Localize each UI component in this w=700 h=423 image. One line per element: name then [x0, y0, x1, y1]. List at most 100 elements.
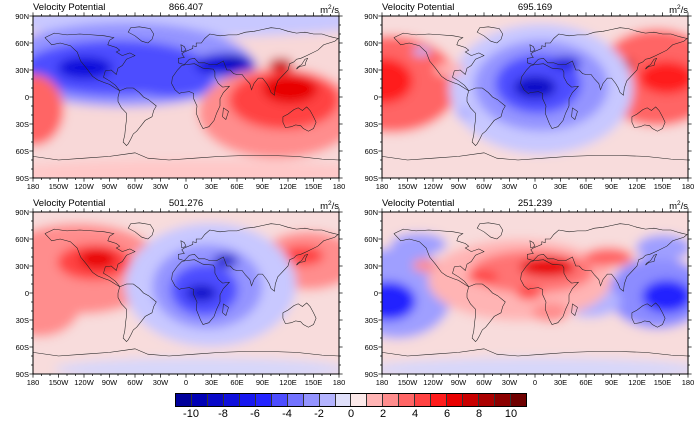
- x-tick-label: 60E: [579, 182, 593, 191]
- colorbar-cell: [271, 394, 288, 406]
- colorbar-tick-label: -10: [183, 408, 199, 420]
- coastlines: [33, 222, 339, 357]
- colorbar-tick-label: -6: [250, 408, 260, 420]
- x-tick-label: 30E: [553, 182, 568, 191]
- contour-map-svg: [378, 12, 692, 182]
- x-tick-label: 30E: [553, 378, 568, 387]
- y-tick-label: 30N: [364, 66, 378, 75]
- y-tick-label: 90S: [15, 370, 29, 379]
- colorbar-cell: [415, 394, 432, 406]
- contour-map-svg: [29, 12, 343, 182]
- colorbar-tick-label: -8: [218, 408, 228, 420]
- colorbar-cell: [479, 394, 496, 406]
- y-tick-label: 90N: [15, 208, 29, 217]
- colorbar-cell: [191, 394, 208, 406]
- x-tick-label: 150E: [304, 378, 323, 387]
- y-tick-label: 90S: [364, 370, 378, 379]
- colorbar-cell: [463, 394, 480, 406]
- y-tick-label: 90N: [364, 12, 378, 21]
- x-tick-label: 90E: [604, 378, 619, 387]
- panel-units: m2/s: [669, 200, 688, 213]
- x-tick-label: 60W: [476, 182, 492, 191]
- x-tick-label: 60E: [230, 378, 244, 387]
- colorbar-tick-label: 0: [347, 408, 355, 420]
- colorbar-cell: [207, 394, 224, 406]
- x-tick-label: 60E: [230, 182, 244, 191]
- x-tick-label: 150W: [397, 182, 418, 191]
- panel-title: Velocity Potential: [33, 2, 106, 13]
- colorbar-cell: [351, 394, 368, 406]
- y-tick-label: 30N: [15, 66, 29, 75]
- coastlines: [33, 26, 339, 161]
- panel-level: 695.169: [517, 2, 553, 13]
- x-tick-label: 150W: [48, 378, 69, 387]
- colorbar-cell: [239, 394, 256, 406]
- x-tick-label: 120E: [279, 182, 297, 191]
- x-tick-label: 60W: [127, 378, 143, 387]
- colorbar-cell: [447, 394, 464, 406]
- x-tick-label: 60W: [476, 378, 492, 387]
- colorbar-tick-label: 2: [379, 408, 387, 420]
- y-tick-label: 30S: [15, 316, 29, 325]
- y-tick-label: 90N: [364, 208, 378, 217]
- colorbar-tick-label: 6: [443, 408, 451, 420]
- panel-title: Velocity Potential: [33, 198, 106, 209]
- colorbar-cell: [367, 394, 384, 406]
- y-tick-label: 60S: [364, 343, 378, 352]
- colorbar-cell: [255, 394, 272, 406]
- y-tick-label: 30S: [364, 316, 378, 325]
- panel-units: m2/s: [669, 4, 688, 17]
- x-tick-label: 90E: [255, 378, 270, 387]
- x-tick-label: 150E: [304, 182, 323, 191]
- y-tick-label: 90S: [364, 174, 378, 183]
- panel-level: 501.276: [168, 198, 204, 209]
- map-panel-501: Velocity Potential 501.276 m2/s 180 150W 1…: [15, 198, 345, 387]
- y-tick-label: 0: [24, 289, 29, 298]
- colorbar-cell: [335, 394, 352, 406]
- colorbar-cell: [511, 394, 526, 406]
- x-tick-label: 0: [532, 182, 538, 191]
- colorbar-tick-label: 8: [475, 408, 483, 420]
- x-tick-label: 120W: [74, 378, 94, 387]
- x-tick-label: 30W: [152, 378, 169, 387]
- x-tick-label: 90W: [450, 182, 467, 191]
- x-tick-label: 30E: [204, 378, 219, 387]
- x-tick-label: 150W: [397, 378, 418, 387]
- colorbar-cell: [319, 394, 336, 406]
- x-tick-label: 150W: [48, 182, 69, 191]
- y-tick-label: 90N: [15, 12, 29, 21]
- x-tick-label: 180: [681, 182, 695, 191]
- x-tick-label: 90E: [604, 182, 619, 191]
- x-tick-label: 180: [681, 378, 695, 387]
- y-tick-label: 0: [373, 289, 378, 298]
- x-tick-label: 180: [332, 378, 346, 387]
- x-tick-label: 150E: [653, 182, 672, 191]
- x-tick-label: 180: [26, 182, 40, 191]
- x-tick-label: 120W: [423, 378, 443, 387]
- x-tick-label: 120E: [628, 378, 646, 387]
- panel-title-row: Velocity Potential 501.276 m2/s: [33, 198, 339, 212]
- y-tick-label: 60N: [364, 39, 378, 48]
- x-tick-label: 90W: [101, 182, 118, 191]
- x-tick-label: 0: [532, 378, 538, 387]
- map-panel-695: Velocity Potential 695.169 m2/s 180 150W 1…: [364, 2, 694, 191]
- y-tick-label: 90S: [15, 174, 29, 183]
- x-tick-label: 120W: [423, 182, 443, 191]
- x-tick-label: 60E: [579, 378, 593, 387]
- x-tick-label: 0: [183, 182, 189, 191]
- colorbar-cell: [176, 394, 192, 406]
- x-tick-label: 0: [183, 378, 189, 387]
- coastlines: [382, 26, 688, 161]
- x-tick-label: 120W: [74, 182, 94, 191]
- colorbar-cell: [223, 394, 240, 406]
- colorbar-cell: [431, 394, 448, 406]
- x-tick-label: 90W: [450, 378, 467, 387]
- y-tick-label: 60N: [15, 235, 29, 244]
- map-panel-866: Velocity Potential 866.407 m2/s 180 150W 1…: [15, 2, 345, 191]
- x-tick-label: 180: [375, 378, 389, 387]
- panel-title: Velocity Potential: [382, 2, 455, 13]
- y-tick-label: 30N: [15, 262, 29, 271]
- y-tick-label: 60N: [364, 235, 378, 244]
- x-tick-label: 120E: [628, 182, 646, 191]
